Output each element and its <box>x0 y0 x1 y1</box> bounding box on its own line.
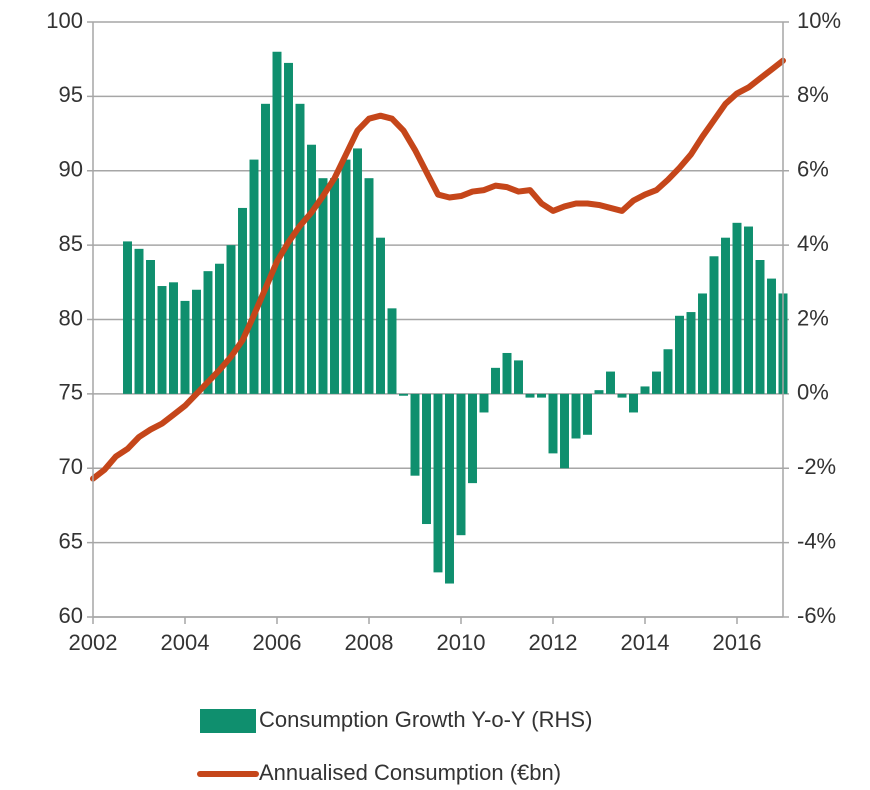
y2-tick-label: -6% <box>797 603 836 628</box>
line <box>90 57 786 482</box>
bar <box>318 178 328 394</box>
bar <box>226 245 236 394</box>
bar <box>249 159 259 394</box>
bar <box>330 178 339 394</box>
x-tick-label: 2004 <box>161 630 210 655</box>
x-tick-label: 2006 <box>253 630 302 655</box>
bar <box>410 393 420 476</box>
bar <box>456 393 466 536</box>
bar <box>629 393 638 413</box>
y2-tick-label: 8% <box>797 82 829 107</box>
bar <box>203 271 213 394</box>
bar <box>606 371 615 394</box>
bar <box>594 390 604 394</box>
y-tick-label: 70 <box>59 454 83 479</box>
bar <box>399 393 408 396</box>
bar <box>502 352 512 394</box>
x-tick-label: 2012 <box>529 630 578 655</box>
bar <box>307 144 316 394</box>
bar <box>663 349 673 394</box>
y2-tick-label: 2% <box>797 305 829 330</box>
bar <box>284 62 293 394</box>
y-tick-label: 60 <box>59 603 83 628</box>
y-tick-label: 95 <box>59 82 83 107</box>
x-tick-label: 2010 <box>437 630 486 655</box>
bar <box>709 256 719 394</box>
bar <box>583 393 592 435</box>
bar <box>721 237 730 394</box>
bar <box>387 308 397 394</box>
legend-label: Consumption Growth Y-o-Y (RHS) <box>259 707 592 732</box>
bar <box>146 260 155 394</box>
bar <box>272 51 282 394</box>
bar <box>755 260 765 394</box>
bar <box>445 393 454 584</box>
bar <box>422 393 431 525</box>
bar <box>652 371 661 394</box>
bar <box>376 237 385 394</box>
bar <box>514 360 523 394</box>
bar <box>261 103 270 394</box>
x-tick-label: 2014 <box>621 630 670 655</box>
bar <box>767 278 776 394</box>
y2-tick-label: -2% <box>797 454 836 479</box>
bar <box>491 367 500 394</box>
bar <box>353 148 362 394</box>
bar <box>698 293 707 394</box>
bar <box>215 263 224 394</box>
x-tick-label: 2008 <box>345 630 394 655</box>
bar <box>169 282 178 394</box>
y-tick-label: 90 <box>59 157 83 182</box>
legend-label: Annualised Consumption (€bn) <box>259 760 561 785</box>
y-tick-label: 100 <box>46 8 83 33</box>
bar <box>732 222 742 394</box>
bar <box>675 315 684 394</box>
x-tick-label: 2002 <box>69 630 118 655</box>
y2-tick-label: 4% <box>797 231 829 256</box>
bar <box>537 393 546 398</box>
y2-tick-label: -4% <box>797 528 836 553</box>
bar <box>744 226 753 394</box>
bar <box>238 207 247 394</box>
bar <box>180 300 190 394</box>
bar <box>617 393 627 398</box>
bar <box>468 393 477 484</box>
bar <box>525 393 535 398</box>
bar <box>560 393 569 469</box>
bar <box>433 393 443 573</box>
y-tick-label: 85 <box>59 231 83 256</box>
y-tick-label: 75 <box>59 380 83 405</box>
bar <box>295 103 305 394</box>
y2-tick-label: 0% <box>797 380 829 405</box>
y-tick-label: 65 <box>59 528 83 553</box>
bar <box>640 386 650 394</box>
x-tick-label: 2016 <box>713 630 762 655</box>
bar <box>341 159 351 394</box>
bar <box>548 393 558 454</box>
y-tick-label: 80 <box>59 305 83 330</box>
legend-swatch <box>200 709 256 733</box>
bar <box>479 393 489 413</box>
bar <box>686 312 696 394</box>
y2-tick-label: 6% <box>797 157 829 182</box>
bar <box>157 286 167 394</box>
bar <box>364 178 374 394</box>
bar <box>571 393 581 439</box>
bar <box>123 241 132 394</box>
bar <box>134 248 144 394</box>
y2-tick-label: 10% <box>797 8 841 33</box>
bar <box>192 289 201 394</box>
